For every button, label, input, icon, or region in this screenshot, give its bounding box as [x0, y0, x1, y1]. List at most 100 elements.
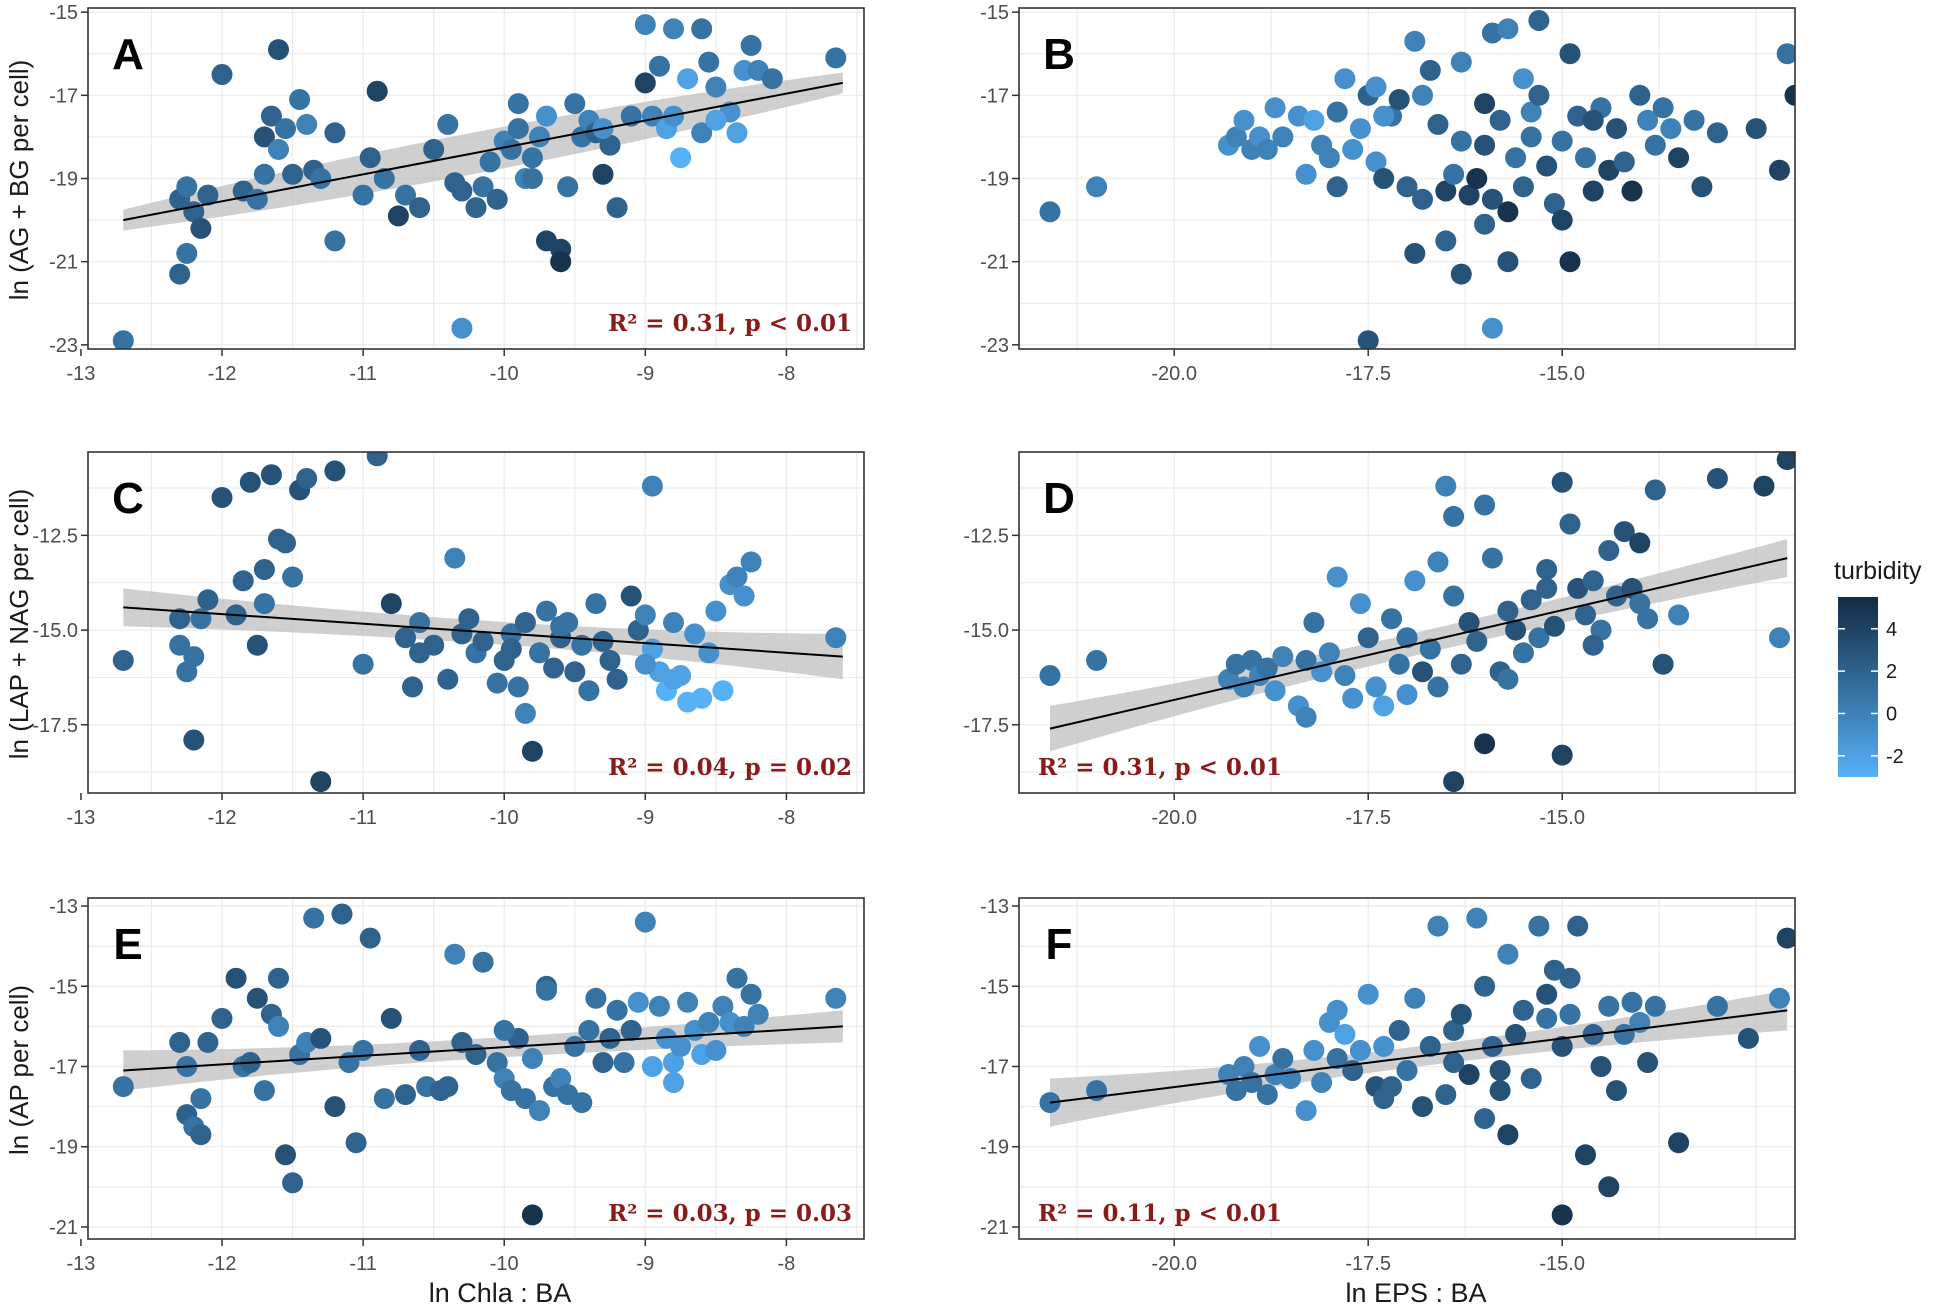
legend-title: turbidity: [1834, 557, 1922, 585]
data-point: [663, 18, 684, 40]
data-point: [1357, 627, 1379, 649]
y-tick-label: -21: [980, 252, 1009, 274]
panel-e: -13 -12 -11 -10 -9 -8 -13 -15 -17 -19 -21 E R² = 0.0…: [4, 896, 865, 1275]
data-point: [592, 163, 614, 185]
data-point: [268, 39, 289, 61]
data-point: [825, 627, 847, 649]
data-point: [310, 1027, 332, 1049]
data-point: [1388, 89, 1410, 110]
data-point: [634, 604, 656, 626]
data-point: [606, 668, 628, 690]
data-point: [1225, 126, 1247, 148]
data-point: [726, 967, 748, 989]
legend-tick-label: -2: [1886, 746, 1904, 768]
data-point: [1303, 1039, 1325, 1061]
data-point: [1474, 975, 1496, 997]
data-point: [677, 68, 699, 90]
data-point: [1396, 176, 1418, 198]
legend-colorbar: [1838, 597, 1878, 777]
data-point: [1326, 566, 1348, 588]
data-point: [1637, 109, 1659, 131]
y-tick-label: -15: [980, 2, 1009, 24]
data-point: [1443, 163, 1465, 185]
data-point: [197, 184, 219, 206]
x-tick-label: -15.0: [1539, 1253, 1585, 1275]
data-point: [585, 593, 607, 615]
y-tick-label: -17: [49, 1056, 78, 1078]
data-point: [1505, 619, 1527, 641]
data-point: [366, 80, 388, 102]
data-point: [521, 147, 543, 169]
data-point: [1450, 653, 1472, 675]
data-point: [1365, 676, 1387, 698]
data-point: [1342, 687, 1364, 709]
data-point: [1606, 118, 1627, 140]
legend-ticks: 4 2 0 -2: [1838, 619, 1904, 768]
data-point: [500, 638, 522, 660]
data-point: [373, 168, 395, 189]
panel-border: [87, 897, 865, 1240]
data-point: [740, 983, 762, 1005]
data-point: [825, 47, 847, 69]
data-point: [698, 1011, 720, 1033]
x-tick-label: -15.0: [1539, 807, 1585, 829]
data-point: [536, 600, 557, 622]
y-tick-label: -21: [49, 1217, 78, 1239]
data-point: [529, 1100, 550, 1122]
data-point: [1536, 983, 1558, 1005]
y-tick-label: -17: [49, 85, 78, 107]
data-point: [521, 740, 543, 762]
data-point: [1551, 1204, 1573, 1226]
data-point: [1295, 1100, 1317, 1122]
data-point: [1474, 733, 1496, 755]
data-point: [423, 138, 445, 160]
y-tick-label: -15.0: [963, 620, 1009, 642]
data-point: [1474, 213, 1496, 235]
data-point: [1613, 521, 1635, 543]
data-point: [1396, 627, 1418, 649]
data-point: [1466, 168, 1488, 189]
data-point: [733, 585, 755, 607]
data-point: [275, 118, 296, 140]
data-point: [169, 608, 191, 630]
data-point: [1450, 263, 1472, 285]
data-point: [373, 1088, 395, 1110]
data-point: [1388, 1019, 1410, 1041]
stat-annotation: R² = 0.31, p < 0.01: [1038, 754, 1282, 781]
data-point: [1776, 452, 1795, 471]
x-tick-label: -13: [66, 363, 95, 385]
data-point: [1474, 494, 1496, 516]
data-point: [1520, 101, 1542, 123]
data-point: [1784, 84, 1795, 106]
data-point: [1481, 188, 1503, 210]
plot-background: [1019, 452, 1795, 793]
legend-tick-label: 4: [1886, 619, 1897, 641]
data-point: [571, 1092, 593, 1114]
data-point: [324, 460, 346, 482]
data-point: [1489, 1080, 1511, 1102]
data-point: [663, 612, 684, 633]
data-point: [260, 464, 282, 486]
data-point: [1497, 18, 1519, 40]
data-point: [564, 661, 586, 683]
data-point: [268, 138, 289, 160]
panel-letter: E: [113, 920, 142, 969]
y-tick-label: -19: [49, 169, 78, 191]
data-point: [451, 180, 473, 202]
data-point: [1543, 615, 1565, 637]
data-point: [409, 612, 431, 633]
data-point: [1334, 68, 1356, 90]
scatter-points: [112, 452, 847, 793]
data-point: [289, 89, 311, 110]
data-point: [578, 1019, 600, 1041]
data-point: [437, 668, 459, 690]
data-point: [253, 593, 275, 615]
data-point: [698, 51, 720, 73]
data-point: [1489, 109, 1511, 131]
data-point: [465, 197, 487, 219]
data-point: [606, 197, 628, 219]
data-point: [507, 93, 529, 115]
turbidity-legend: turbidity 4 2 0 -2: [1834, 557, 1922, 777]
data-point: [1497, 251, 1519, 273]
data-point: [521, 1048, 543, 1069]
